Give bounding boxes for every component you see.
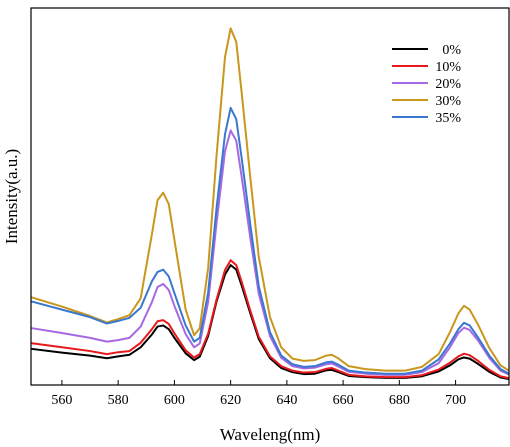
x-tick-label: 700 xyxy=(445,393,466,408)
x-tick-label: 580 xyxy=(108,393,129,408)
x-tick-label: 560 xyxy=(51,393,72,408)
x-tick-label: 660 xyxy=(333,393,354,408)
plot-lines xyxy=(30,27,510,380)
legend-label-1: 10% xyxy=(435,60,461,75)
legend-label-3: 30% xyxy=(435,94,461,109)
x-axis-ticks: 560 580 600 620 640 660 680 700 xyxy=(51,380,466,408)
plot-frame xyxy=(30,7,510,386)
series-line-4 xyxy=(30,106,510,375)
series-line-1 xyxy=(30,259,510,380)
legend: 0% 10% 20% 30% 35% xyxy=(392,43,461,126)
series-line-0 xyxy=(30,264,510,380)
legend-label-0: 0% xyxy=(442,43,461,58)
y-axis-label: Intensity(a.u.) xyxy=(2,149,21,244)
series-line-2 xyxy=(30,129,510,376)
series-line-3 xyxy=(30,27,510,372)
legend-label-4: 35% xyxy=(435,111,461,126)
legend-label-2: 20% xyxy=(435,77,461,92)
x-tick-label: 680 xyxy=(389,393,410,408)
x-axis-label: Waveleng(nm) xyxy=(220,425,321,444)
x-tick-label: 640 xyxy=(276,393,297,408)
x-tick-label: 600 xyxy=(164,393,185,408)
x-tick-label: 620 xyxy=(220,393,241,408)
